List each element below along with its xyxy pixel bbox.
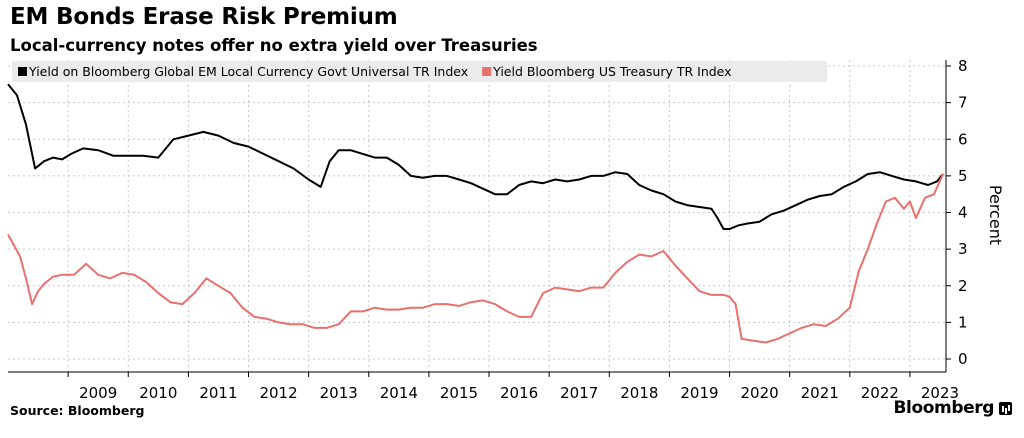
legend-background xyxy=(12,61,827,82)
x-tick-label: 2011 xyxy=(199,384,237,402)
legend-swatch xyxy=(18,67,27,76)
x-tick-label: 2019 xyxy=(680,384,718,402)
x-tick-label: 2013 xyxy=(320,384,358,402)
x-tick-label: 2023 xyxy=(921,384,959,402)
y-tick-label: 5 xyxy=(958,167,968,185)
x-tick-label: 2010 xyxy=(139,384,177,402)
y-tick-label: 7 xyxy=(958,94,968,112)
y-tick-label: 8 xyxy=(958,57,968,75)
brand-logo: Bloomberg xyxy=(893,398,1012,418)
y-axis-label: Percent xyxy=(986,185,1005,245)
legend-swatch xyxy=(482,67,492,76)
x-tick-label: 2012 xyxy=(259,384,297,402)
y-tick-label: 4 xyxy=(958,204,968,222)
y-tick-label: 6 xyxy=(958,130,968,148)
x-tick-label: 2021 xyxy=(801,384,839,402)
chart-subtitle: Local-currency notes offer no extra yiel… xyxy=(10,36,538,55)
brand-name: Bloomberg xyxy=(893,398,994,418)
series-line-1 xyxy=(7,83,944,230)
legend-label: Yield Bloomberg US Treasury TR Index xyxy=(492,64,731,79)
x-tick-label: 2016 xyxy=(500,384,538,402)
bloomberg-chart-icon xyxy=(999,401,1012,415)
x-tick-label: 2022 xyxy=(861,384,899,402)
y-tick-label: 2 xyxy=(958,277,968,295)
x-tick-label: 2017 xyxy=(560,384,598,402)
y-tick-label: 0 xyxy=(958,350,968,368)
x-tick-label: 2018 xyxy=(620,384,658,402)
grid xyxy=(8,60,946,372)
x-tick-label: 2020 xyxy=(741,384,779,402)
legend-label: Yield on Bloomberg Global EM Local Curre… xyxy=(28,64,468,79)
series-line-2 xyxy=(7,173,944,344)
y-tick-label: 1 xyxy=(958,313,968,331)
source-note: Source: Bloomberg xyxy=(10,403,145,418)
y-tick-label: 3 xyxy=(958,240,968,258)
x-tick-label: 2009 xyxy=(79,384,117,402)
series-lines xyxy=(7,83,944,344)
chart-title: EM Bonds Erase Risk Premium xyxy=(10,4,398,30)
legend: Yield on Bloomberg Global EM Local Curre… xyxy=(12,61,827,82)
x-tick-label: 2015 xyxy=(440,384,478,402)
x-tick-label: 2014 xyxy=(380,384,418,402)
axes: 0 1 2 3 4 5 6 7 8 2009 2010 2011 2012 2013 2014 2015 201… xyxy=(8,57,968,402)
